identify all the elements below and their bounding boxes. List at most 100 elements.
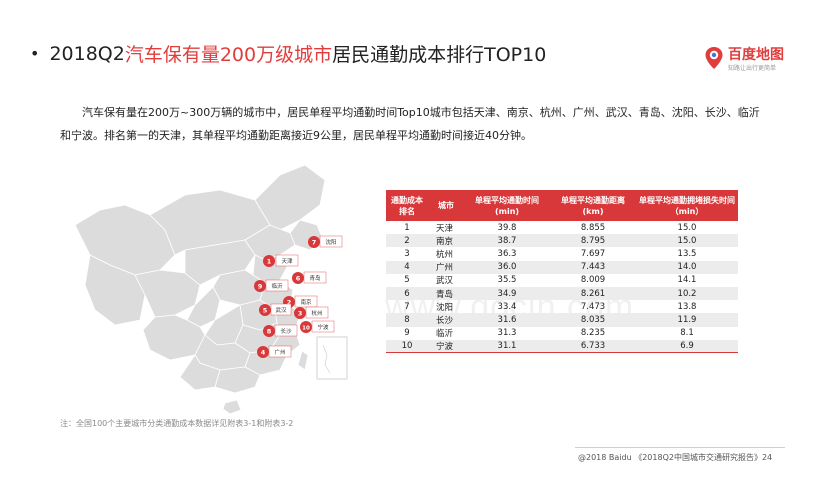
marker-2-number: 2 — [287, 299, 292, 307]
title-prefix: 2018Q2 — [49, 42, 125, 65]
logo-slogan: 知路让出行更简单 — [728, 65, 777, 72]
cell-rank: 1 — [404, 222, 410, 233]
cell-rank: 4 — [386, 260, 428, 274]
cell-time: 36.3 — [497, 248, 517, 259]
page-footer: @2018 Baidu 《2018Q2中国城市交通研究报告》24 — [578, 453, 773, 462]
cell-congestion-loss: 15.0 — [677, 222, 697, 233]
map-marker-6: 6 青岛 — [292, 271, 327, 284]
south-china-sea-inset — [316, 336, 348, 380]
marker-6-number: 6 — [296, 275, 301, 283]
cell-city: 杭州 — [436, 249, 454, 260]
header-city: 城市 — [428, 190, 464, 221]
logo-name: 百度地图 — [728, 47, 784, 63]
map-marker-1: 1 天津 — [263, 254, 299, 267]
cell-time: 33.4 — [497, 301, 517, 312]
marker-3-number: 3 — [298, 310, 303, 318]
cell-time: 31.6 — [464, 313, 550, 327]
cell-city: 青岛 — [428, 286, 464, 301]
ranking-table: 通勤成本排名 城市 单程平均通勤时间 (min) 单程平均通勤距离 (km) 单… — [386, 190, 738, 354]
header-rank: 通勤成本排名 — [386, 190, 428, 221]
marker-6-label: 青岛 — [309, 274, 321, 282]
marker-5-number: 5 — [263, 307, 268, 315]
cell-time: 31.1 — [464, 339, 550, 354]
cell-time: 31.3 — [497, 328, 517, 339]
map-marker-8: 8 长沙 — [263, 324, 298, 337]
table-row: 2 南京 38.7 8.795 15.0 — [386, 234, 738, 248]
table-row: 10 宁波 31.1 6.733 6.9 — [386, 339, 738, 354]
marker-10-number: 10 — [302, 326, 310, 332]
cell-city: 宁波 — [428, 339, 464, 354]
cell-distance: 8.009 — [580, 275, 606, 286]
cell-city: 南京 — [428, 234, 464, 248]
cell-city: 长沙 — [428, 313, 464, 327]
cell-congestion-loss: 6.9 — [636, 339, 738, 354]
cell-congestion-loss: 14.0 — [636, 260, 738, 274]
marker-8-number: 8 — [267, 328, 272, 336]
footer-divider — [575, 447, 785, 448]
footnote: 注：全国100个主要城市分类通勤成本数据详见附表3-1和附表3-2 — [60, 419, 294, 428]
table-row: 9 临沂 31.3 8.235 8.1 — [386, 327, 738, 340]
table-row: 5 武汉 35.5 8.009 14.1 — [386, 274, 738, 287]
marker-9-label: 临沂 — [271, 282, 283, 290]
cell-time: 38.7 — [464, 234, 550, 248]
cell-time: 35.5 — [497, 275, 517, 286]
table-row: 8 长沙 31.6 8.035 11.9 — [386, 313, 738, 327]
cell-distance: 7.473 — [580, 301, 606, 312]
table-row: 4 广州 36.0 7.443 14.0 — [386, 260, 738, 274]
map-pin-icon — [705, 47, 723, 69]
cell-congestion-loss: 13.8 — [677, 301, 697, 312]
marker-1-number: 1 — [267, 258, 272, 266]
table-row: 3 杭州 36.3 7.697 13.5 — [386, 247, 738, 260]
cell-city: 天津 — [436, 223, 454, 234]
cell-congestion-loss: 13.5 — [677, 248, 697, 259]
map-marker-10: 10 宁波 — [300, 320, 335, 333]
cell-time: 36.0 — [464, 260, 550, 274]
marker-4-number: 4 — [261, 349, 266, 357]
header-time: 单程平均通勤时间 (min) — [464, 190, 550, 221]
cell-distance: 6.733 — [550, 339, 636, 354]
table-header-row: 通勤成本排名 城市 单程平均通勤时间 (min) 单程平均通勤距离 (km) 单… — [386, 190, 738, 221]
map-marker-4: 4 广州 — [257, 345, 292, 358]
header-distance: 单程平均通勤距离 (km) — [550, 190, 636, 221]
marker-1-label: 天津 — [281, 258, 293, 265]
cell-distance: 8.235 — [580, 328, 606, 339]
cell-rank: 2 — [386, 234, 428, 248]
cell-rank: 8 — [386, 313, 428, 327]
cell-distance: 7.443 — [550, 260, 636, 274]
marker-2-label: 南京 — [300, 298, 312, 306]
cell-time: 34.9 — [464, 286, 550, 301]
marker-5-label: 武汉 — [275, 306, 287, 314]
marker-7-number: 7 — [312, 239, 317, 247]
cell-congestion-loss: 15.0 — [636, 234, 738, 248]
cell-congestion-loss: 8.1 — [680, 328, 694, 339]
cell-rank: 3 — [404, 248, 410, 259]
cell-distance: 7.697 — [580, 248, 606, 259]
cell-time: 39.8 — [497, 222, 517, 233]
marker-3-label: 杭州 — [311, 309, 322, 317]
cell-city: 广州 — [428, 260, 464, 274]
cell-city: 沈阳 — [436, 302, 454, 313]
map-marker-7: 7 沈阳 — [308, 235, 343, 248]
cell-distance: 8.795 — [550, 234, 636, 248]
table-row: 6 青岛 34.9 8.261 10.2 — [386, 286, 738, 301]
cell-rank: 6 — [386, 286, 428, 301]
marker-7-label: 沈阳 — [325, 238, 336, 246]
cell-rank: 5 — [404, 275, 410, 286]
cell-rank: 9 — [404, 328, 410, 339]
intro-paragraph: 汽车保有量在200万~300万辆的城市中，居民单程平均通勤时间Top10城市包括… — [60, 106, 760, 142]
title-bullet: • — [30, 44, 40, 63]
cell-congestion-loss: 10.2 — [636, 286, 738, 301]
baidu-map-logo: 百度地图 知路让出行更简单 — [704, 44, 794, 74]
map-marker-9: 9 临沂 — [254, 279, 289, 292]
cell-city: 临沂 — [436, 329, 454, 340]
cell-distance: 8.035 — [550, 313, 636, 327]
title-suffix: 居民通勤成本排行TOP10 — [332, 44, 547, 66]
cell-distance: 8.261 — [550, 286, 636, 301]
cell-rank: 7 — [404, 301, 410, 312]
cell-distance: 8.855 — [580, 222, 606, 233]
cell-congestion-loss: 14.1 — [677, 275, 697, 286]
cell-rank: 10 — [386, 339, 428, 354]
china-map: 1 天津 7 沈阳 6 青岛 9 临沂 2 南京 5 武汉 3 杭州 — [74, 164, 348, 415]
table-row: 1 天津 39.8 8.855 15.0 — [386, 221, 738, 234]
cell-city: 武汉 — [436, 276, 454, 287]
